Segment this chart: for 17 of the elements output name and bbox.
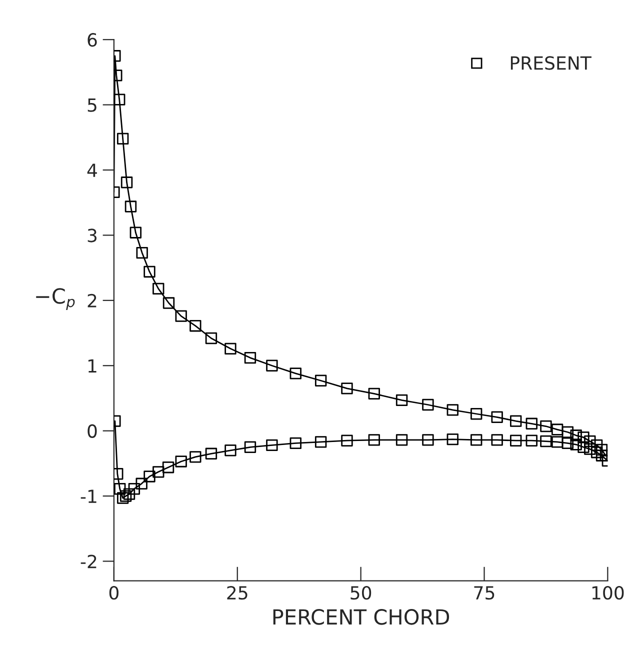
x-tick-label: 100 bbox=[592, 586, 624, 600]
y-tick-label: 5 bbox=[88, 98, 96, 112]
x-tick-label: 50 bbox=[350, 586, 372, 600]
x-tick-label: 0 bbox=[109, 586, 118, 600]
y-tick-label: -2 bbox=[80, 554, 96, 568]
y-tick-label: 0 bbox=[88, 424, 97, 438]
x-tick-label: 75 bbox=[474, 586, 494, 600]
y-tick-label: 1 bbox=[88, 359, 96, 372]
x-axis-title: PERCENT CHORD bbox=[273, 609, 450, 625]
y-tick-label: 4 bbox=[87, 164, 97, 177]
legend-label: PRESENT bbox=[510, 56, 592, 70]
y-tick-label: 6 bbox=[88, 33, 97, 47]
y-tick-label: -1 bbox=[80, 490, 96, 503]
y-tick-label: 2 bbox=[88, 294, 96, 308]
y-tick-label: 3 bbox=[88, 228, 97, 242]
y-axis-title: −C$_{p}$ bbox=[36, 288, 75, 310]
x-tick-label: 25 bbox=[227, 586, 248, 600]
